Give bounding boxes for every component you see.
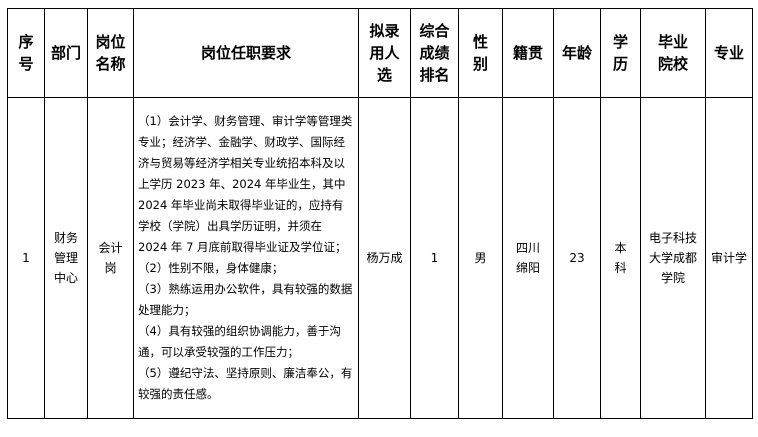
header-education: 学历 [600,8,641,98]
cell-rank: 1 [410,97,459,419]
table-row: 1 财务管理中心 会计岗 （1）会计学、财务管理、审计学等管理类专业；经济学、金… [7,97,753,419]
cell-school: 电子科技大学成都学院 [640,97,706,419]
requirement-2: （2）性别不限，身体健康； [138,261,284,275]
cell-gender: 男 [458,97,503,419]
header-major: 专业 [705,8,753,98]
requirement-3: （3）熟练运用办公软件，具有较强的数据处理能力； [138,282,353,317]
header-school: 毕业院校 [640,8,706,98]
header-gender: 性别 [458,8,503,98]
header-candidate: 拟录用人选 [358,8,411,98]
header-rank: 综合成绩排名 [410,8,459,98]
header-requirements: 岗位任职要求 [133,8,359,98]
cell-requirements: （1）会计学、财务管理、审计学等管理类专业；经济学、金融学、财政学、国际经济与贸… [133,97,359,419]
cell-department: 财务管理中心 [44,97,88,419]
header-age: 年龄 [553,8,601,98]
header-department: 部门 [44,8,88,98]
requirement-4: （4）具有较强的组织协调能力，善于沟通，可以承受较强的工作压力； [138,324,341,359]
requirement-5: （5）遵纪守法、坚持原则、廉洁奉公，有较强的责任感。 [138,366,353,401]
cell-index: 1 [7,97,45,419]
header-position: 岗位名称 [87,8,134,98]
header-origin: 籍贯 [502,8,554,98]
cell-age: 23 [553,97,601,419]
recruitment-table: 序号 部门 岗位名称 岗位任职要求 拟录用人选 综合成绩排名 性别 籍贯 年龄 … [7,8,753,419]
cell-position: 会计岗 [87,97,134,419]
cell-candidate: 杨万成 [358,97,411,419]
header-row: 序号 部门 岗位名称 岗位任职要求 拟录用人选 综合成绩排名 性别 籍贯 年龄 … [7,8,753,98]
header-index: 序号 [7,8,45,98]
cell-major: 审计学 [705,97,753,419]
cell-origin: 四川绵阳 [502,97,554,419]
cell-education: 本科 [600,97,641,419]
requirement-1: （1）会计学、财务管理、审计学等管理类专业；经济学、金融学、财政学、国际经济与贸… [138,114,353,254]
